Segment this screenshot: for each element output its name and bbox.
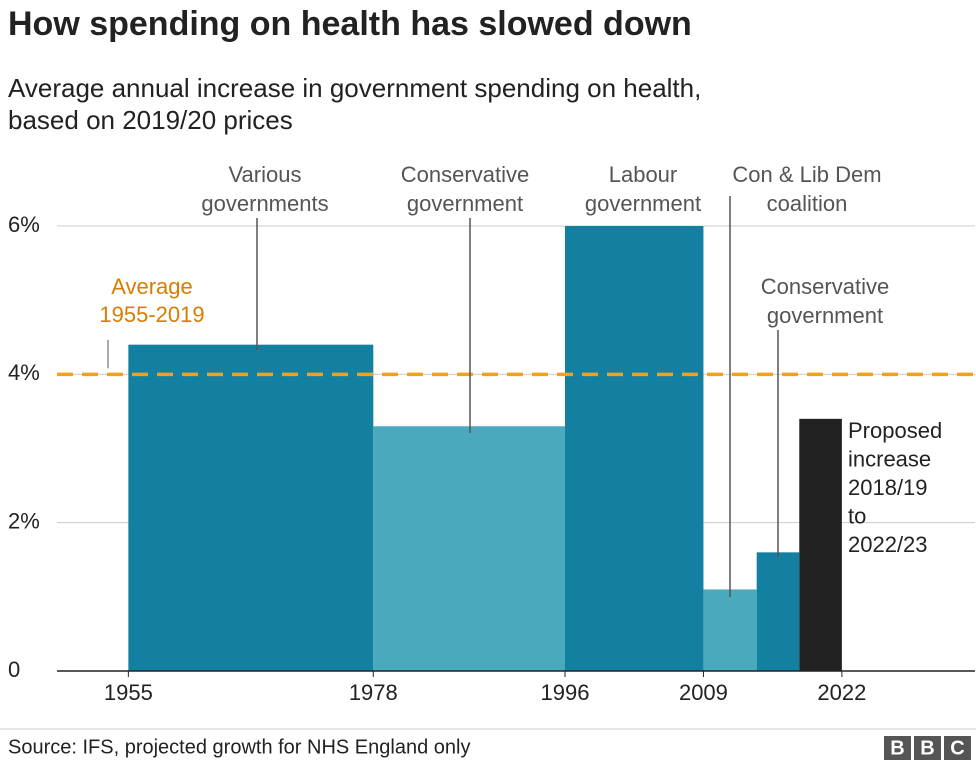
annotation: government	[767, 303, 883, 328]
average-label: 1955-2019	[99, 302, 204, 327]
y-tick-label: 2%	[8, 508, 40, 533]
bar	[799, 418, 842, 671]
annotation: Con & Lib Dem	[732, 162, 881, 187]
annotation: Various	[229, 162, 302, 187]
logo-letter: C	[950, 737, 964, 759]
annotation: Conservative	[761, 274, 889, 299]
y-tick-label: 0	[8, 657, 20, 682]
logo-box	[914, 736, 941, 760]
chart-title: How spending on health has slowed down	[8, 5, 692, 43]
bar	[564, 226, 704, 671]
annotation: to	[848, 503, 866, 528]
annotation: coalition	[767, 191, 848, 216]
subtitle: based on 2019/20 prices	[8, 105, 293, 135]
x-tick-label: 1978	[349, 680, 398, 705]
annotation: Conservative	[401, 162, 529, 187]
source: Source: IFS, projected growth for NHS En…	[8, 736, 470, 758]
annotation: increase	[848, 446, 931, 471]
average-label: Average	[111, 274, 193, 299]
logo-letter: B	[890, 737, 904, 759]
logo-box	[944, 736, 971, 760]
subtitle: Average annual increase in government sp…	[8, 73, 701, 103]
annotation: Proposed	[848, 418, 942, 443]
logo-letter: B	[920, 737, 934, 759]
x-tick-label: 1955	[104, 680, 153, 705]
bar	[756, 552, 800, 671]
annotation: governments	[201, 191, 328, 216]
x-tick-label: 1996	[541, 680, 590, 705]
x-tick-label: 2009	[679, 680, 728, 705]
y-tick-label: 4%	[8, 360, 40, 385]
annotation: 2022/23	[848, 532, 928, 557]
y-tick-label: 6%	[8, 212, 40, 237]
bar	[373, 426, 565, 671]
annotation: 2018/19	[848, 475, 928, 500]
bar	[128, 344, 374, 671]
annotation: Labour	[609, 162, 678, 187]
logo-box	[884, 736, 911, 760]
annotation: government	[585, 191, 701, 216]
annotation: government	[407, 191, 523, 216]
bar	[703, 589, 757, 671]
x-tick-label: 2022	[817, 680, 866, 705]
